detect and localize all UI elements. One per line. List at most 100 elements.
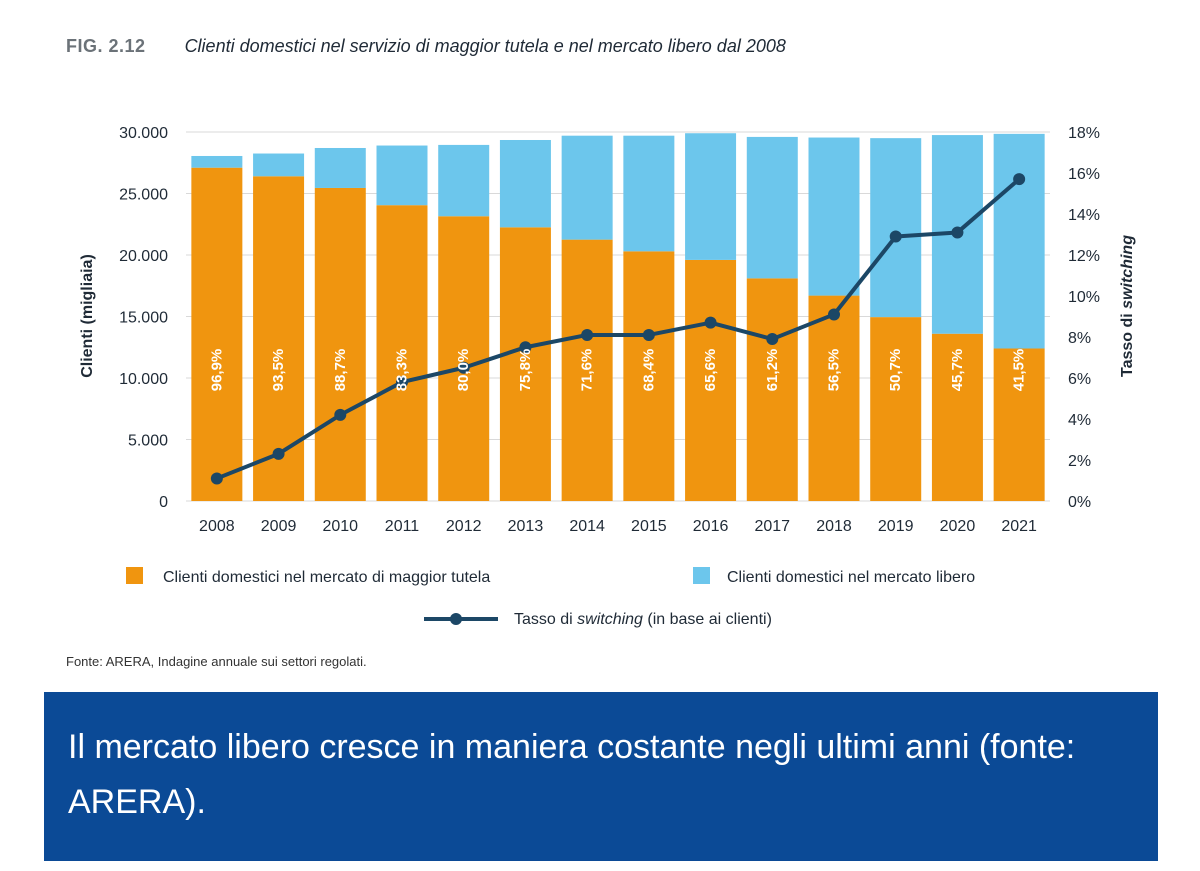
bar-maggior-tutela [931,333,983,501]
bar-mercato-libero [746,136,798,279]
figure-header: FIG. 2.12 Clienti domestici nel servizio… [66,36,786,57]
bar-mercato-libero [808,137,860,296]
bar-mercato-libero [561,135,613,240]
bar-maggior-tutela [746,278,798,501]
y2-tick-label: 16% [1068,166,1100,183]
bar-data-label: 88,7% [332,349,349,392]
switching-rate-point [519,341,532,354]
bar-maggior-tutela [376,205,428,501]
legend-label-switching: Tasso di switching (in base ai clienti) [514,611,772,628]
legend-label-switching-prefix: Tasso di [514,611,577,628]
y-tick-label: 20.000 [119,248,168,265]
switching-rate-point [396,376,408,389]
y2-axis-title: Tasso di switching [1119,235,1136,377]
caption-banner: Il mercato libero cresce in maniera cost… [44,692,1158,861]
caption-text: Il mercato libero cresce in maniera cost… [68,728,1076,821]
bar-data-label: 56,5% [826,349,843,392]
bar-maggior-tutela [993,348,1045,501]
bar-mercato-libero [438,144,490,217]
bar-data-label: 65,6% [702,349,719,392]
y2-axis-title-italic: switching [1119,235,1136,309]
y-axis-title: Clienti (migliaia) [79,254,96,378]
x-tick-label: 2014 [569,518,605,535]
y-tick-label: 30.000 [119,125,168,142]
switching-rate-point [766,333,779,346]
legend-swatch-mercato-libero [693,567,710,584]
bar-mercato-libero [993,133,1045,349]
bar-maggior-tutela [623,251,675,501]
bar-maggior-tutela [314,187,366,501]
switching-rate-point [457,361,470,374]
switching-rate-point [828,308,840,321]
x-tick-label: 2018 [816,518,852,535]
x-tick-label: 2019 [878,518,914,535]
source-note: Fonte: ARERA, Indagine annuale sui setto… [66,654,367,669]
legend-label-switching-suffix: (in base ai clienti) [643,611,772,628]
y2-tick-label: 0% [1068,494,1091,511]
x-tick-label: 2009 [261,518,297,535]
switching-rate-line [216,177,1021,481]
y2-tick-label: 14% [1068,207,1100,224]
x-tick-label: 2013 [508,518,544,535]
bar-data-label: 45,7% [949,349,966,392]
figure-title: Clienti domestici nel servizio di maggio… [184,36,786,56]
bar-maggior-tutela [191,167,243,502]
switching-rate-point [704,316,717,329]
x-tick-label: 2012 [446,518,482,535]
y-tick-label: 5.000 [128,433,168,450]
switching-rate-point [334,408,347,421]
y-tick-label: 15.000 [119,310,168,327]
legend-swatch-maggior-tutela [126,567,143,584]
bar-data-label: 80,0% [455,349,472,392]
switching-rate-point [581,328,594,341]
legend-label-maggior-tutela: Clienti domestici nel mercato di maggior… [163,569,490,586]
bar-mercato-libero [191,155,243,168]
switching-rate-point [1013,173,1026,186]
bar-maggior-tutela [499,227,551,501]
bar-data-label: 71,6% [579,349,596,392]
x-tick-label: 2010 [322,518,358,535]
y-tick-label: 0 [159,494,168,511]
bar-maggior-tutela [870,317,922,501]
bar-data-label: 50,7% [887,349,904,392]
bar-mercato-libero [376,145,428,206]
y2-tick-label: 12% [1068,248,1100,265]
y2-tick-label: 4% [1068,412,1091,429]
switching-rate-point [272,447,285,460]
bar-mercato-libero [870,138,922,318]
bar-maggior-tutela [253,176,305,501]
y-tick-label: 10.000 [119,371,168,388]
x-tick-label: 2017 [754,518,790,535]
x-tick-label: 2011 [385,518,420,535]
switching-rate-point [642,328,655,341]
figure-number: FIG. 2.12 [66,36,146,56]
switching-rate-point [210,472,223,485]
switching-rate-point [889,230,902,243]
switching-rate-point [951,226,964,239]
bar-data-label: 75,8% [517,349,534,392]
bar-data-label: 61,2% [764,349,781,392]
bar-maggior-tutela [808,295,860,501]
x-tick-label: 2016 [693,518,729,535]
bar-mercato-libero [685,133,737,260]
y-tick-label: 25.000 [119,187,168,204]
legend-label-mercato-libero: Clienti domestici nel mercato libero [727,569,975,586]
bar-mercato-libero [499,139,551,228]
y2-axis-title-prefix: Tasso di [1119,309,1136,377]
bar-mercato-libero [253,153,305,177]
x-tick-label: 2008 [199,518,235,535]
bar-data-label: 83,3% [394,349,411,392]
bar-maggior-tutela [561,239,613,501]
bar-mercato-libero [623,135,675,252]
bar-data-label: 41,5% [1011,349,1028,392]
y2-tick-label: 8% [1068,330,1091,347]
bar-maggior-tutela [685,259,737,501]
x-tick-label: 2020 [940,518,976,535]
bar-mercato-libero [314,147,366,188]
y2-tick-label: 10% [1068,289,1100,306]
legend-marker-switching [450,613,462,625]
bar-data-label: 68,4% [640,349,657,392]
x-tick-label: 2021 [1001,518,1037,535]
stacked-bar-chart: 0 5.000 10.000 15.000 20.000 25.000 30.000 0% 2%… [79,125,1136,628]
y2-tick-label: 2% [1068,453,1091,470]
